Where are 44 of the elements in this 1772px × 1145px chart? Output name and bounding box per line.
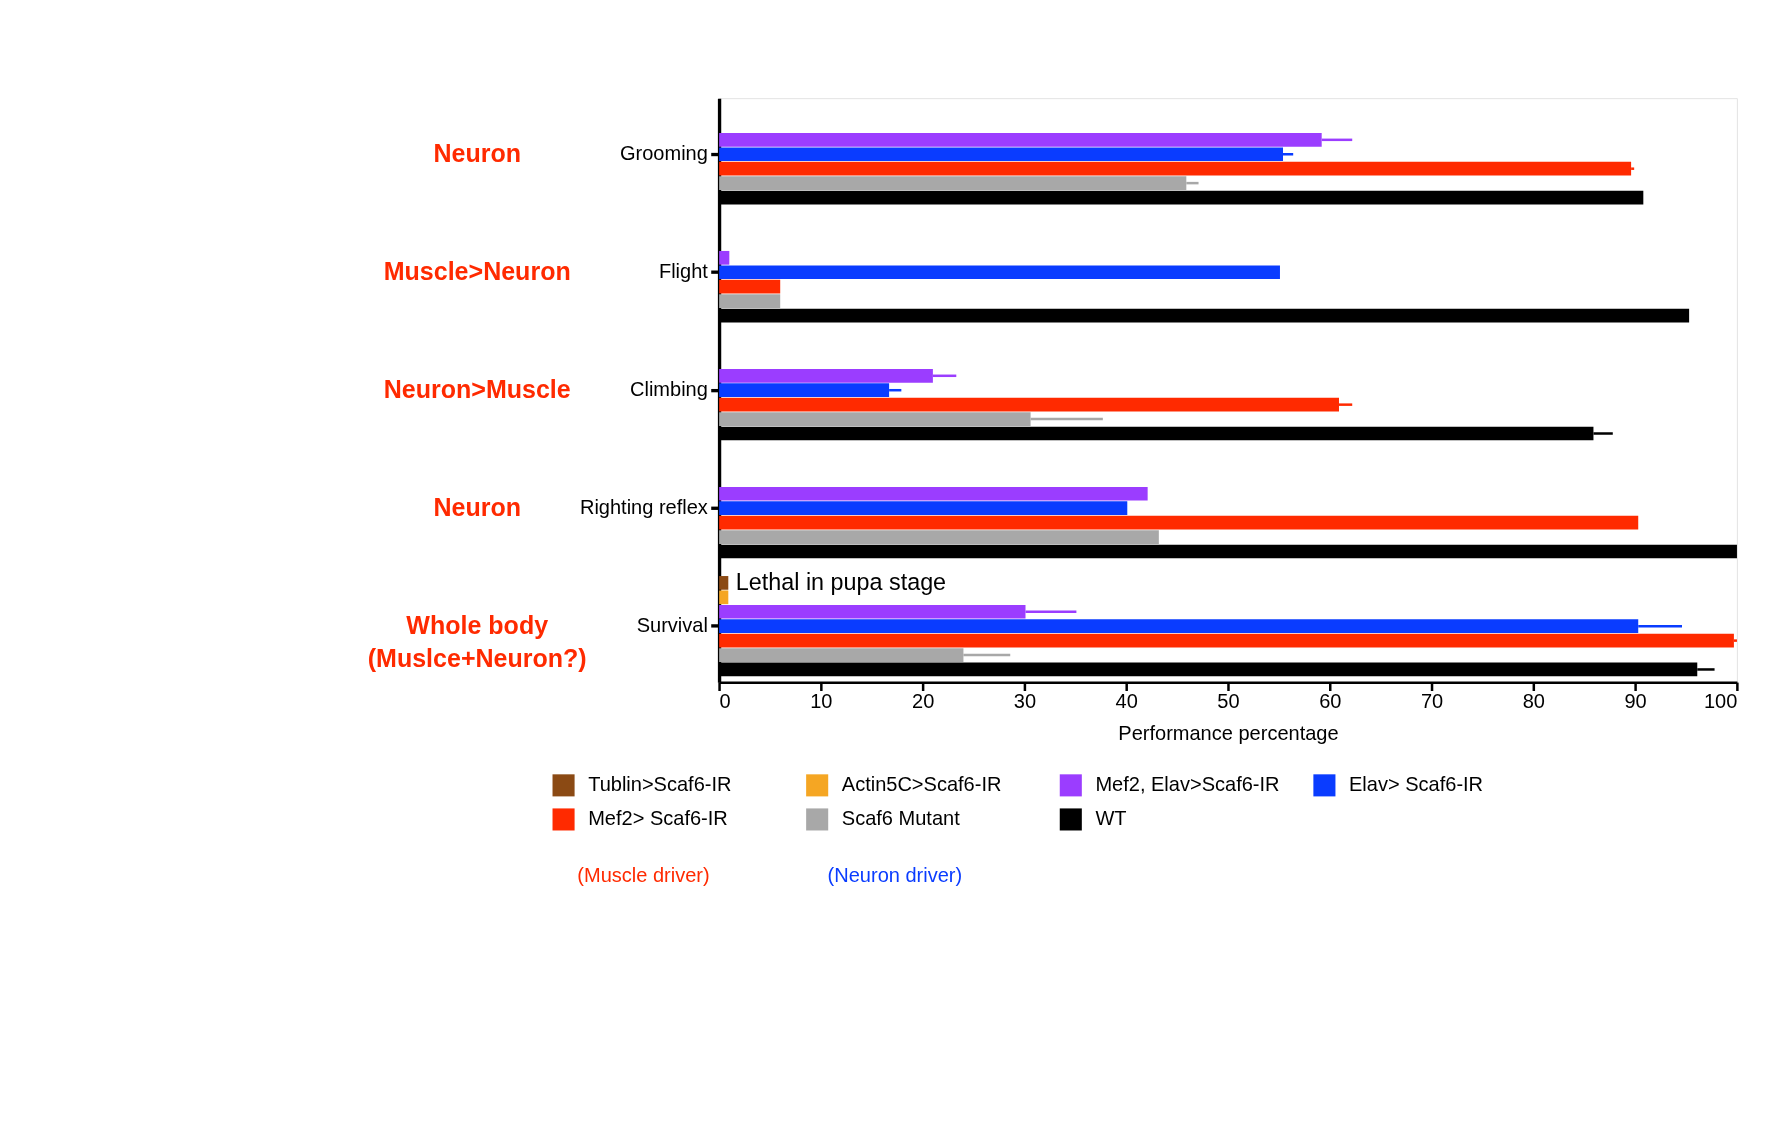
x-tick-label: 60 [1319,690,1342,713]
x-tick-label: 0 [719,690,731,713]
y-tick-label: Flight [658,260,709,283]
bar [719,590,729,605]
legend-label: Actin5C>Scaf6-IR [841,773,1002,796]
x-tick-label: 20 [911,690,935,713]
bar [719,486,1148,501]
legend-label: Mef2, Elav>Scaf6-IR [1095,773,1280,796]
x-tick-label: 90 [1624,690,1647,713]
x-axis-title: Performance percentage [1118,722,1339,745]
text: Neuron [433,138,521,167]
x-tick-label: 70 [1420,690,1444,713]
bar [719,576,729,590]
text: (Muscle driver) [577,863,710,886]
bar [719,294,781,308]
legend-label: Mef2> Scaf6-IR [588,807,728,830]
y-tick-label: Survival [636,614,708,637]
bar [719,530,1159,544]
x-tick-label: 100 [1703,690,1738,713]
bar [719,265,1280,280]
bar [719,633,1734,648]
x-tick-label: 80 [1522,690,1545,713]
text: Neuron [433,492,521,521]
bar [719,279,781,294]
x-tick-label: 40 [1115,690,1138,713]
x-tick-label: 10 [810,690,833,713]
bar [719,250,730,265]
bar [719,161,1632,176]
legend-label: WT [1095,807,1127,830]
x-tick-label: 30 [1013,690,1037,713]
text: Muscle>Neuron [383,256,571,285]
x-tick-label: 50 [1217,690,1240,713]
y-tick-label: Righting reflex [579,496,708,519]
legend-label: Scaf6 Mutant [841,807,961,830]
legend-label: Elav> Scaf6-IR [1349,773,1484,796]
bar [719,515,1639,530]
y-tick-label: Climbing [630,378,708,401]
y-tick-label: Grooming [619,142,708,165]
text: Neuron>Muscle [383,374,571,403]
bar [719,501,1128,516]
text: Whole body (Muslce+Neuron?) [367,610,587,673]
annotation: Lethal in pupa stage [735,568,947,595]
text: (Neuron driver) [827,863,963,886]
legend-label: Tublin>Scaf6-IR [588,773,732,796]
